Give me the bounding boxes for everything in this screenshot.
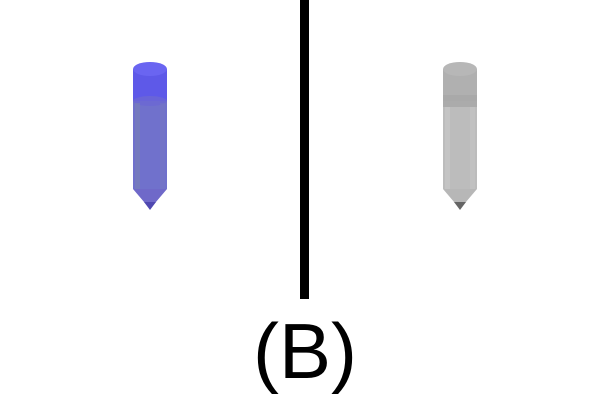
gray-pencil-icon: [440, 59, 480, 213]
vertical-divider: [300, 0, 309, 299]
blue-pencil-icon: [130, 59, 170, 213]
panel-label: (B): [253, 307, 357, 395]
